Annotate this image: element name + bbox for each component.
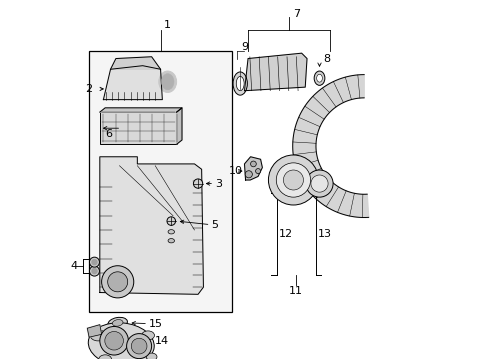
- Polygon shape: [100, 157, 203, 294]
- Text: 1: 1: [164, 19, 171, 30]
- Ellipse shape: [233, 72, 247, 95]
- Bar: [100, 112, 176, 144]
- Ellipse shape: [159, 71, 176, 93]
- Text: 2: 2: [85, 84, 92, 94]
- Polygon shape: [176, 108, 182, 144]
- Circle shape: [250, 161, 256, 167]
- Polygon shape: [292, 75, 368, 217]
- Circle shape: [104, 332, 123, 350]
- Circle shape: [244, 171, 252, 178]
- Circle shape: [107, 272, 127, 292]
- Polygon shape: [100, 108, 182, 112]
- Circle shape: [100, 327, 128, 355]
- Text: 8: 8: [323, 54, 329, 64]
- Text: 5: 5: [211, 220, 218, 230]
- Text: 9: 9: [241, 42, 247, 52]
- Text: 7: 7: [292, 9, 299, 19]
- Text: 15: 15: [148, 319, 163, 329]
- Ellipse shape: [99, 355, 111, 360]
- Circle shape: [283, 170, 303, 190]
- Circle shape: [310, 175, 327, 192]
- Text: 6: 6: [105, 129, 112, 139]
- Text: 10: 10: [228, 166, 242, 176]
- Polygon shape: [244, 157, 262, 180]
- Circle shape: [92, 260, 97, 265]
- Ellipse shape: [313, 71, 324, 85]
- Text: 3: 3: [215, 179, 222, 189]
- Ellipse shape: [316, 74, 322, 82]
- Circle shape: [276, 163, 310, 197]
- Circle shape: [193, 179, 203, 188]
- Ellipse shape: [236, 76, 244, 91]
- Circle shape: [126, 334, 151, 359]
- Ellipse shape: [168, 230, 174, 234]
- Ellipse shape: [146, 353, 157, 360]
- Ellipse shape: [142, 331, 154, 340]
- Text: 4: 4: [70, 261, 77, 271]
- Circle shape: [89, 257, 99, 267]
- Text: 13: 13: [317, 229, 331, 239]
- Circle shape: [92, 269, 97, 274]
- Circle shape: [305, 170, 332, 197]
- Ellipse shape: [88, 323, 154, 360]
- Text: 11: 11: [289, 286, 303, 296]
- Circle shape: [102, 266, 134, 298]
- Polygon shape: [244, 53, 306, 91]
- Polygon shape: [103, 66, 162, 100]
- Polygon shape: [87, 325, 102, 337]
- Ellipse shape: [168, 239, 174, 243]
- Circle shape: [255, 168, 260, 174]
- Ellipse shape: [108, 318, 127, 328]
- Ellipse shape: [161, 74, 174, 90]
- Text: 14: 14: [154, 337, 168, 346]
- Polygon shape: [110, 57, 160, 69]
- Circle shape: [131, 338, 147, 354]
- Circle shape: [268, 155, 318, 205]
- Circle shape: [166, 217, 175, 225]
- Circle shape: [89, 266, 99, 276]
- Ellipse shape: [112, 320, 123, 326]
- Bar: [89, 51, 231, 312]
- Ellipse shape: [90, 330, 106, 341]
- Text: 12: 12: [278, 229, 292, 239]
